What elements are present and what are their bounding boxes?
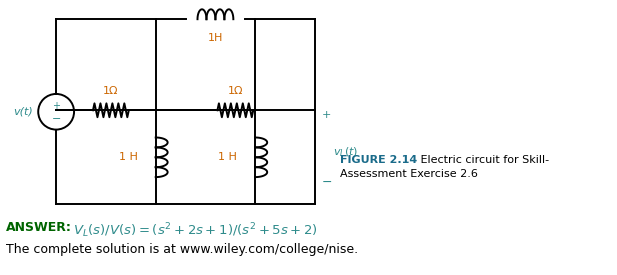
- Text: The complete solution is at www.wiley.com/college/nise.: The complete solution is at www.wiley.co…: [6, 243, 358, 256]
- Text: +: +: [52, 101, 60, 111]
- Text: $v_L(t)$: $v_L(t)$: [333, 145, 358, 159]
- Text: $V_L(s)/V(s) = (s^2 + 2s + 1)/(s^2 + 5s + 2)$: $V_L(s)/V(s) = (s^2 + 2s + 1)/(s^2 + 5s …: [73, 221, 318, 240]
- Text: −: −: [51, 114, 61, 124]
- Text: 1 H: 1 H: [218, 152, 238, 162]
- Text: FIGURE 2.14: FIGURE 2.14: [340, 155, 417, 165]
- Text: Electric circuit for Skill-: Electric circuit for Skill-: [410, 155, 549, 165]
- Text: 1H: 1H: [208, 33, 223, 43]
- Text: +: +: [322, 110, 331, 120]
- Text: −: −: [322, 175, 333, 189]
- Text: 1 H: 1 H: [119, 152, 138, 162]
- Text: 1Ω: 1Ω: [228, 86, 243, 97]
- Text: ANSWER:: ANSWER:: [6, 221, 72, 234]
- Text: Assessment Exercise 2.6: Assessment Exercise 2.6: [340, 169, 478, 179]
- Text: 1Ω: 1Ω: [103, 86, 118, 97]
- Text: v(t): v(t): [14, 107, 33, 117]
